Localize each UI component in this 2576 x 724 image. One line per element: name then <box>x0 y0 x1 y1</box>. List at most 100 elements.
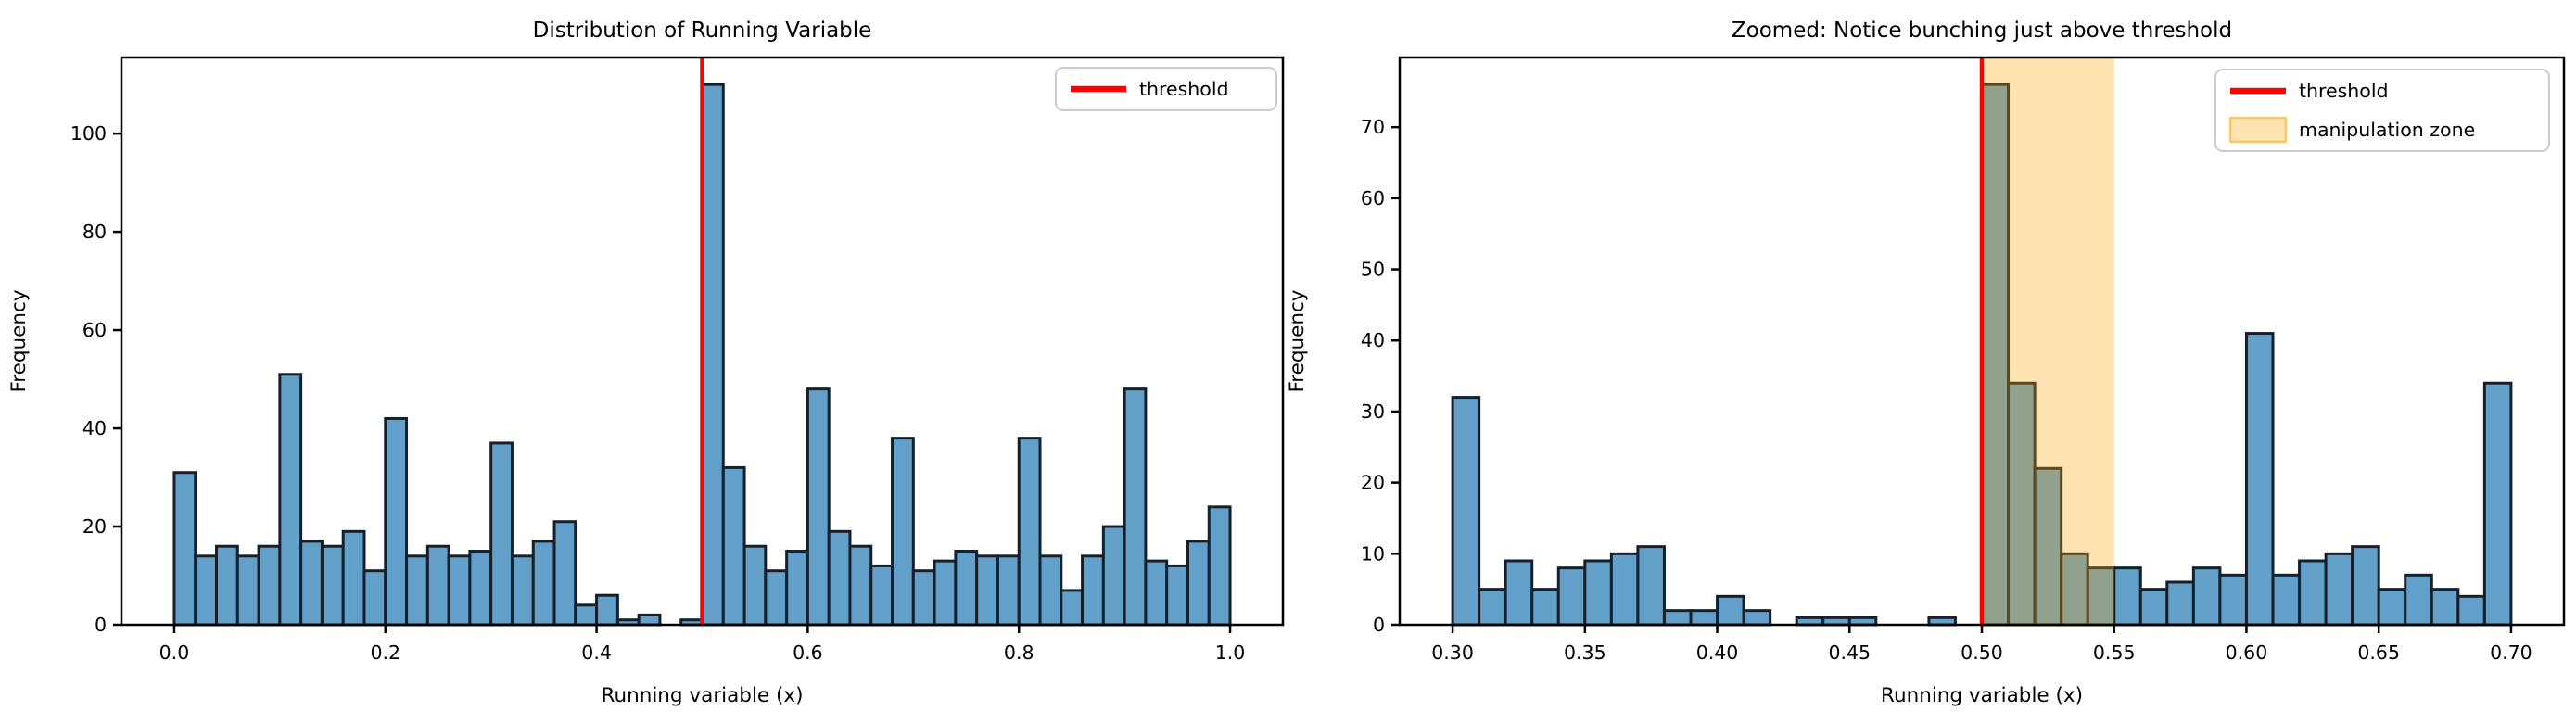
histogram-bar <box>215 544 239 627</box>
histogram-bar <box>701 83 725 627</box>
legend-entry-threshold: threshold <box>1071 78 1229 100</box>
histogram-bar <box>1556 566 1587 627</box>
histogram-bar <box>362 569 387 627</box>
histogram-bar <box>1504 559 1534 627</box>
histogram-bar <box>2218 573 2248 627</box>
histogram-bars <box>172 83 1232 627</box>
histogram-bar <box>1530 588 1560 627</box>
histogram-bar <box>721 465 746 627</box>
histogram-bar <box>2324 552 2354 627</box>
histogram-bar <box>299 540 324 627</box>
histogram-bar <box>2165 580 2195 627</box>
histogram-bar <box>911 569 936 627</box>
x-tick-label: 0.8 <box>1004 641 1034 664</box>
x-tick-label: 1.0 <box>1215 641 1246 664</box>
histogram-bar <box>1144 559 1169 627</box>
histogram-bar <box>1636 545 1666 627</box>
y-tick-label: 40 <box>82 417 107 439</box>
x-tick-label: 0.35 <box>1564 641 1606 664</box>
histogram-bar <box>2060 552 2089 627</box>
y-tick-label: 40 <box>1361 329 1385 351</box>
histogram-bar <box>2033 466 2063 627</box>
y-tick-label: 60 <box>1361 187 1385 210</box>
histogram-bar <box>742 544 768 627</box>
y-tick-label: 100 <box>70 122 107 145</box>
histogram-bar <box>405 554 429 627</box>
histogram-bar <box>1583 559 1613 627</box>
histogram-bar <box>2377 588 2407 627</box>
axes-frame <box>120 56 1285 627</box>
legend-entry-label: manipulation zone <box>2299 119 2475 141</box>
histogram-bar <box>257 544 282 627</box>
histogram-bar <box>806 387 831 627</box>
histogram-bar <box>341 529 366 627</box>
histogram-bar <box>531 540 556 627</box>
histogram-bar <box>468 550 493 627</box>
histogram-bar <box>384 416 409 627</box>
legend-entry-label: threshold <box>2299 80 2389 102</box>
histogram-bar <box>1207 505 1232 627</box>
x-tick-label: 0.55 <box>2093 641 2136 664</box>
histogram-bar <box>2113 566 2142 627</box>
histogram-bar <box>2456 594 2486 627</box>
histogram-bar <box>1689 609 1719 627</box>
histogram-bar <box>1101 525 1126 627</box>
x-axis-label: Running variable (x) <box>601 684 803 707</box>
right-histogram-panel: 0.30 0.35 0.40 0.45 0.50 0.55 0.60 0.65 0.70 0 10 2… <box>1286 19 2566 707</box>
legend-entry-label: threshold <box>1139 78 1229 100</box>
histogram-bar <box>447 554 472 627</box>
histogram-bar <box>1081 554 1105 627</box>
left-histogram-panel: 0.0 0.2 0.4 0.6 0.8 1.0 0 20 40 60 80 100 Distributi… <box>7 19 1285 707</box>
histogram-bar <box>194 554 219 627</box>
histogram-bar <box>996 554 1021 627</box>
histogram-bar <box>172 471 197 627</box>
legend-box: threshold manipulation zone <box>2214 69 2550 152</box>
x-tick-label: 0.30 <box>1431 641 1474 664</box>
histogram-bar <box>764 569 789 627</box>
histogram-bar <box>235 554 260 627</box>
y-axis-label: Frequency <box>1286 289 1309 392</box>
histogram-bar <box>278 373 303 627</box>
histogram-bar <box>2191 566 2222 627</box>
histogram-bar <box>827 529 852 627</box>
histogram-bar <box>1742 609 1772 627</box>
y-tick-label: 20 <box>1361 472 1385 494</box>
histogram-bar <box>320 544 345 627</box>
histogram-bar <box>510 554 535 627</box>
x-tick-label: 0.45 <box>1828 641 1871 664</box>
x-tick-label: 0.2 <box>370 641 400 664</box>
y-tick-label: 50 <box>1361 259 1385 281</box>
x-tick-label: 0.50 <box>1961 641 2003 664</box>
y-tick-label: 80 <box>82 221 107 243</box>
x-tick-label: 0.0 <box>159 641 190 664</box>
legend-patch-sample <box>2228 116 2288 144</box>
x-tick-label: 0.60 <box>2226 641 2268 664</box>
histogram-bar <box>1165 564 1189 627</box>
legend-frame <box>1055 67 1277 111</box>
histogram-bar <box>1038 554 1063 627</box>
y-tick-label: 60 <box>82 319 107 341</box>
histogram-bar <box>1123 387 1148 627</box>
histogram-bar <box>2271 573 2302 627</box>
histogram-bar <box>891 437 915 627</box>
histogram-bar <box>489 441 514 627</box>
histogram-bar <box>2298 559 2328 627</box>
x-tick-label: 0.65 <box>2357 641 2400 664</box>
histogram-bar <box>848 544 873 627</box>
histogram-bar <box>2244 332 2275 627</box>
y-tick-label: 70 <box>1361 116 1385 138</box>
histogram-bar <box>975 554 999 627</box>
histogram-bar <box>954 550 979 627</box>
histogram-bar <box>785 550 809 627</box>
histogram-bar <box>1017 437 1042 627</box>
histogram-bar <box>1186 540 1211 627</box>
panel-title: Zoomed: Notice bunching just above thres… <box>1732 19 2232 43</box>
legend-box: threshold <box>1055 67 1277 111</box>
y-axis-label: Frequency <box>7 289 31 392</box>
x-tick-label: 0.70 <box>2490 641 2532 664</box>
histogram-bar <box>1609 552 1640 627</box>
panel-title: Distribution of Running Variable <box>533 19 872 43</box>
x-tick-label: 0.6 <box>793 641 823 664</box>
